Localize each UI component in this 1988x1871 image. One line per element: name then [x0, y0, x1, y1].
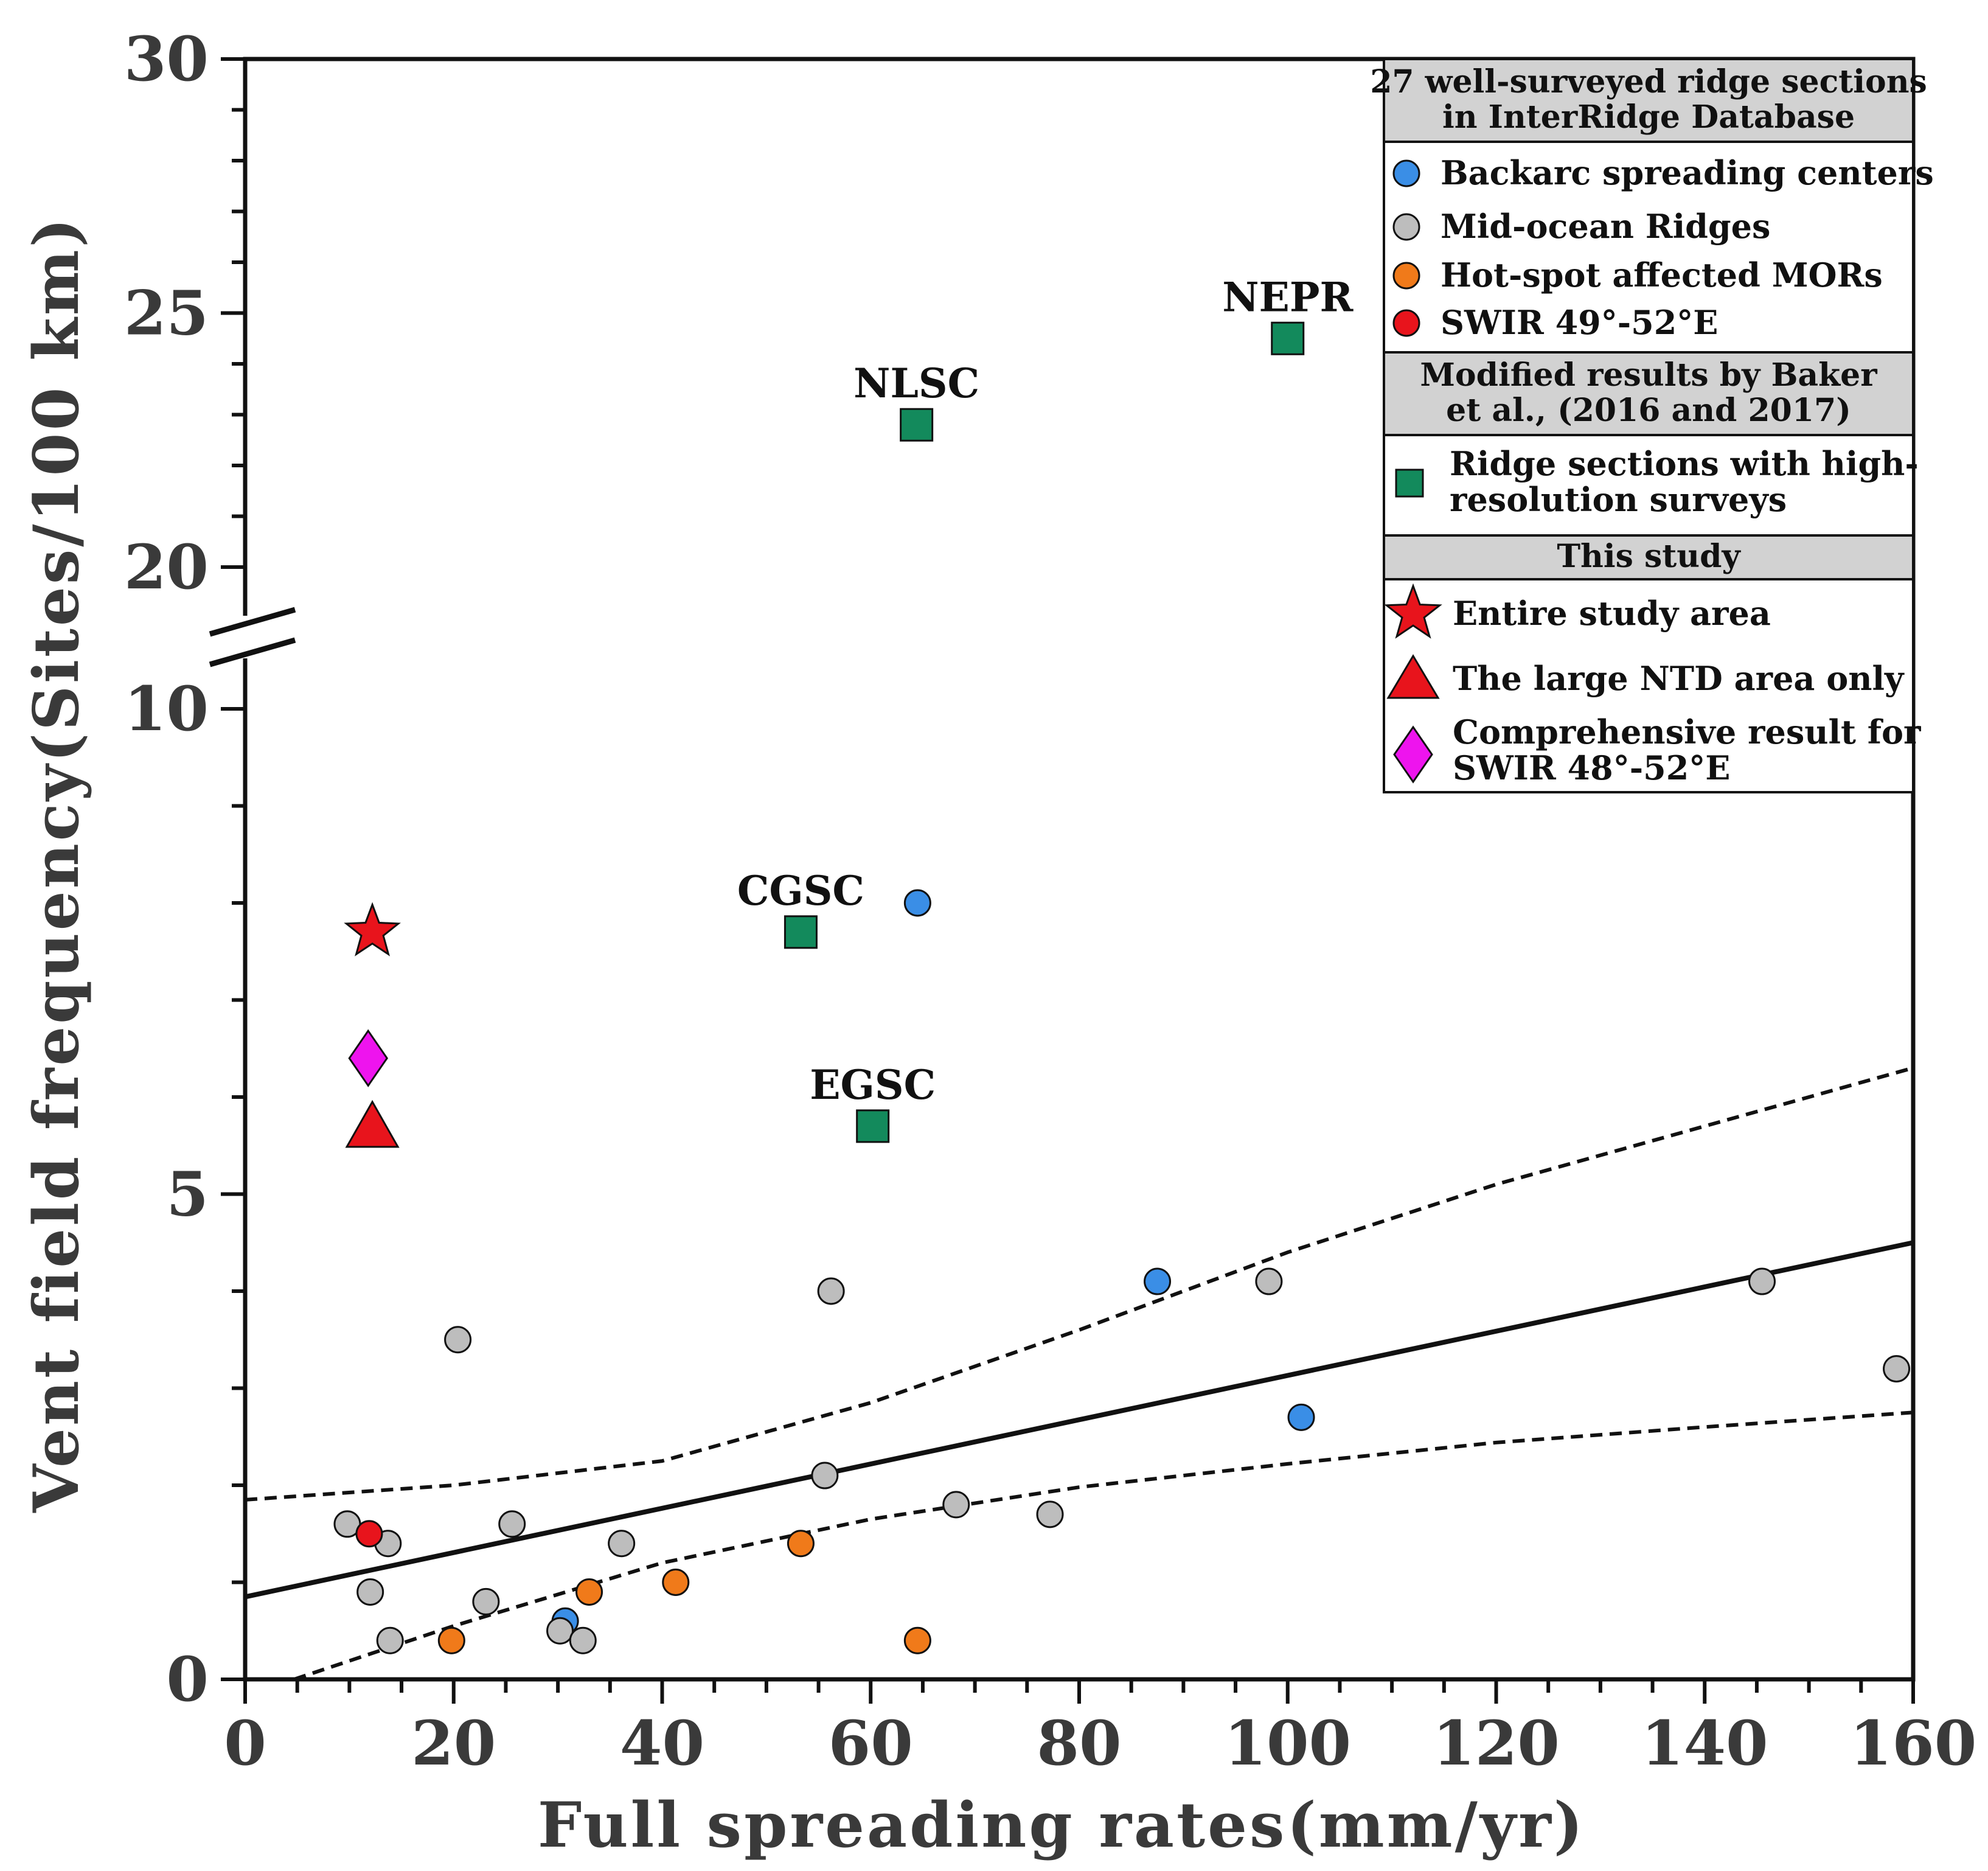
y-tick-label: 5: [166, 1158, 209, 1230]
data-point-square: [856, 1109, 890, 1143]
legend-star-label: Entire study area: [1453, 594, 1771, 633]
data-point-circle: [942, 1491, 970, 1519]
data-point-square: [1271, 321, 1305, 355]
ridge-label: NLSC: [853, 360, 979, 407]
legend-swir-label: SWIR 49°-52°E: [1441, 303, 1718, 342]
legend-diamond-label-line-2: SWIR 48°-52°E: [1453, 748, 1730, 787]
legend-triangle-marker: [1386, 654, 1440, 699]
y-tick-label: 25: [124, 277, 209, 349]
data-point-circle: [437, 1626, 465, 1654]
legend-diamond-label-line-1: Comprehensive result for: [1453, 713, 1921, 751]
y-tick-label: 30: [124, 23, 209, 95]
data-point-circle: [787, 1530, 815, 1558]
x-tick-label: 20: [411, 1707, 496, 1779]
axis-ticks: [221, 57, 1915, 1704]
legend-header-1-line-2: in InterRidge Database: [1442, 99, 1855, 136]
x-tick-label: 100: [1224, 1707, 1351, 1779]
legend-swir-marker: [1392, 309, 1420, 337]
confidence-lower-line: [293, 1410, 1914, 1681]
y-axis-title: Vent field frequency(Sites/100 km): [20, 215, 93, 1513]
x-tick-label: 40: [620, 1707, 704, 1779]
legend-high-res-label-line-2: resolution surveys: [1450, 480, 1787, 519]
data-point-circle: [498, 1510, 526, 1538]
data-point-triangle: [345, 1099, 400, 1148]
legend-high-res-marker: [1395, 469, 1424, 498]
data-point-circle: [608, 1530, 636, 1558]
data-point-circle: [1036, 1500, 1064, 1528]
data-point-circle: [1287, 1403, 1315, 1431]
x-tick-label: 120: [1433, 1707, 1560, 1779]
data-point-circle: [903, 1626, 931, 1654]
data-points: [333, 321, 1911, 1654]
legend-header-2-line-2: et al., (2016 and 2017): [1446, 392, 1851, 429]
legend-header-1-line-1: 27 well-surveyed ridge sections: [1370, 63, 1927, 100]
data-point-square: [784, 915, 818, 949]
regression-fit-line: [245, 1240, 1914, 1600]
data-point-circle: [1748, 1267, 1776, 1295]
legend-high-res-label-line-1: Ridge sections with high-: [1450, 444, 1919, 483]
ridge-label: CGSC: [737, 867, 864, 915]
legend-diamond-marker: [1393, 725, 1433, 784]
data-point-circle: [811, 1462, 839, 1489]
legend-hotspot-label: Hot-spot affected MORs: [1441, 256, 1883, 294]
legend-triangle-label: The large NTD area only: [1453, 659, 1905, 698]
x-tick-label: 0: [224, 1707, 266, 1779]
y-tick-label: 10: [124, 673, 209, 745]
data-point-circle: [546, 1617, 574, 1645]
ridge-label: EGSC: [810, 1061, 936, 1109]
legend-mor-marker: [1392, 213, 1420, 241]
data-point-circle: [817, 1277, 845, 1305]
confidence-upper-line: [245, 1066, 1914, 1502]
legend-header-1: [1385, 60, 1912, 141]
legend: 27 well-surveyed ridge sections in Inter…: [1370, 58, 1934, 793]
axis-tick-labels: 0 20 40 60 80 100 120 140 160 0 5 10 20 25 30: [124, 23, 1977, 1779]
data-point-circle: [1883, 1355, 1911, 1383]
point-labels: NLSC NEPR CGSC EGSC: [737, 273, 1354, 1109]
legend-backarc-marker: [1392, 159, 1420, 187]
data-point-circle: [662, 1569, 690, 1596]
data-point-circle: [356, 1578, 384, 1606]
data-point-circle: [569, 1626, 597, 1654]
legend-header-2: [1385, 354, 1912, 434]
data-point-circle: [903, 889, 931, 917]
x-tick-label: 80: [1037, 1707, 1121, 1779]
data-point-diamond: [348, 1029, 389, 1087]
x-tick-label: 140: [1641, 1707, 1768, 1779]
data-point-circle: [444, 1326, 472, 1354]
legend-star-marker: [1384, 583, 1442, 639]
legend-header-3: [1385, 537, 1912, 578]
data-point-circle: [575, 1578, 603, 1606]
data-point-circle: [355, 1520, 383, 1548]
y-tick-label: 0: [166, 1643, 209, 1715]
data-point-circle: [1144, 1267, 1172, 1295]
legend-hotspot-marker: [1392, 262, 1420, 290]
legend-header-3-title: This study: [1557, 538, 1741, 575]
x-axis-title: Full spreading rates(mm/yr): [538, 1789, 1585, 1862]
data-point-circle: [1255, 1267, 1283, 1295]
x-tick-label: 160: [1850, 1707, 1977, 1779]
data-point-circle: [376, 1626, 404, 1654]
legend-backarc-label: Backarc spreading centers: [1441, 153, 1934, 192]
legend-header-2-line-1: Modified results by Baker: [1420, 357, 1877, 394]
data-point-star: [344, 902, 401, 956]
legend-mor-label: Mid-ocean Ridges: [1441, 207, 1770, 246]
data-point-square: [900, 408, 934, 442]
y-axis-break: [201, 607, 298, 667]
x-tick-label: 60: [829, 1707, 913, 1779]
regression-lines: [245, 1066, 1914, 1681]
y-tick-label: 20: [124, 531, 209, 603]
ridge-label: NEPR: [1222, 273, 1354, 321]
data-point-circle: [472, 1587, 500, 1615]
